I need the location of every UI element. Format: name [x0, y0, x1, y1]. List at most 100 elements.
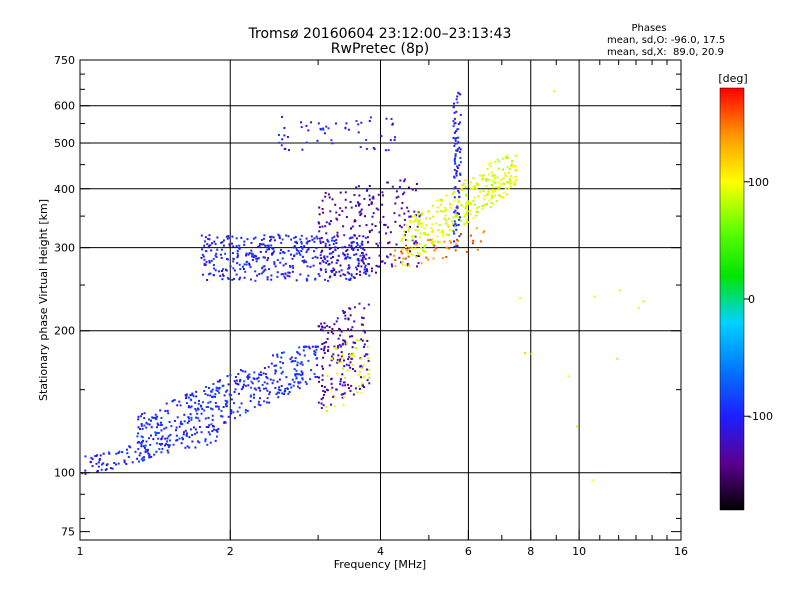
- data-point: [328, 244, 331, 247]
- data-point: [403, 178, 406, 181]
- data-point: [364, 215, 366, 218]
- data-point: [167, 446, 170, 449]
- data-point: [272, 247, 275, 250]
- data-point: [360, 212, 363, 215]
- data-point: [364, 270, 367, 273]
- data-point: [148, 418, 151, 421]
- data-point: [348, 244, 351, 247]
- data-point: [325, 221, 328, 224]
- data-point: [399, 224, 401, 227]
- data-point: [318, 230, 321, 233]
- data-point: [343, 392, 346, 395]
- data-point: [325, 232, 328, 235]
- data-point: [360, 338, 363, 341]
- data-point: [126, 452, 129, 455]
- data-point: [271, 253, 273, 256]
- data-point: [349, 314, 352, 317]
- data-point: [339, 334, 342, 337]
- data-point: [259, 371, 262, 374]
- data-point: [424, 250, 427, 253]
- y-tick-label: 500: [54, 137, 75, 150]
- data-point: [493, 190, 496, 193]
- data-point: [512, 176, 515, 179]
- data-point: [84, 469, 87, 472]
- data-point: [220, 409, 223, 412]
- data-point: [474, 214, 477, 217]
- data-point: [456, 101, 459, 104]
- data-point: [226, 389, 229, 392]
- data-point: [111, 467, 114, 470]
- data-point: [437, 229, 440, 231]
- data-point: [202, 255, 205, 258]
- data-point: [301, 377, 304, 380]
- data-point: [165, 402, 168, 405]
- data-point: [324, 268, 327, 271]
- data-point: [359, 270, 362, 273]
- data-point: [455, 171, 458, 174]
- data-point: [191, 392, 194, 395]
- data-point: [430, 241, 433, 244]
- data-point: [236, 252, 239, 255]
- data-point: [94, 455, 97, 458]
- data-point: [330, 239, 333, 242]
- data-point: [381, 203, 384, 206]
- data-point: [226, 401, 229, 404]
- data-point: [238, 244, 241, 247]
- data-point: [423, 227, 426, 230]
- data-point: [429, 217, 432, 220]
- data-point: [140, 423, 143, 425]
- data-point: [515, 178, 518, 181]
- data-point: [284, 387, 287, 390]
- data-point: [348, 237, 351, 240]
- data-point: [102, 452, 105, 455]
- data-point: [418, 223, 421, 226]
- data-point: [271, 247, 274, 250]
- data-point: [367, 359, 370, 362]
- data-point: [169, 439, 171, 442]
- data-point: [318, 213, 321, 216]
- data-point: [415, 255, 418, 257]
- data-point: [208, 433, 211, 436]
- data-point: [524, 352, 526, 355]
- data-point: [330, 389, 332, 392]
- data-point: [454, 215, 457, 218]
- data-point: [409, 219, 412, 222]
- data-point: [510, 164, 513, 167]
- data-point: [344, 341, 347, 343]
- data-point: [256, 257, 259, 260]
- data-point: [212, 257, 215, 260]
- data-point: [499, 183, 502, 186]
- data-point: [95, 462, 98, 465]
- data-point: [218, 391, 221, 394]
- data-point: [287, 271, 290, 274]
- data-point: [462, 182, 465, 185]
- data-point: [327, 193, 330, 196]
- data-point: [269, 235, 272, 238]
- data-point: [338, 270, 341, 273]
- data-point: [358, 224, 361, 227]
- data-point: [454, 153, 457, 156]
- data-point: [235, 273, 238, 276]
- data-point: [146, 450, 149, 453]
- data-point: [163, 427, 166, 430]
- data-point: [246, 238, 249, 241]
- data-point: [343, 245, 346, 248]
- data-point: [217, 428, 220, 430]
- data-point: [180, 442, 183, 445]
- data-point: [400, 226, 403, 229]
- data-point: [429, 238, 432, 241]
- data-point: [323, 393, 325, 396]
- data-point: [202, 273, 204, 276]
- data-point: [218, 408, 220, 411]
- data-point: [143, 456, 145, 459]
- data-point: [387, 149, 390, 152]
- data-point: [190, 416, 193, 419]
- data-point: [493, 160, 496, 163]
- data-point: [303, 261, 305, 264]
- data-point: [452, 230, 455, 233]
- data-point: [221, 241, 224, 244]
- data-point: [450, 241, 452, 244]
- data-point: [324, 326, 326, 329]
- data-point: [366, 368, 368, 371]
- data-point: [495, 186, 498, 189]
